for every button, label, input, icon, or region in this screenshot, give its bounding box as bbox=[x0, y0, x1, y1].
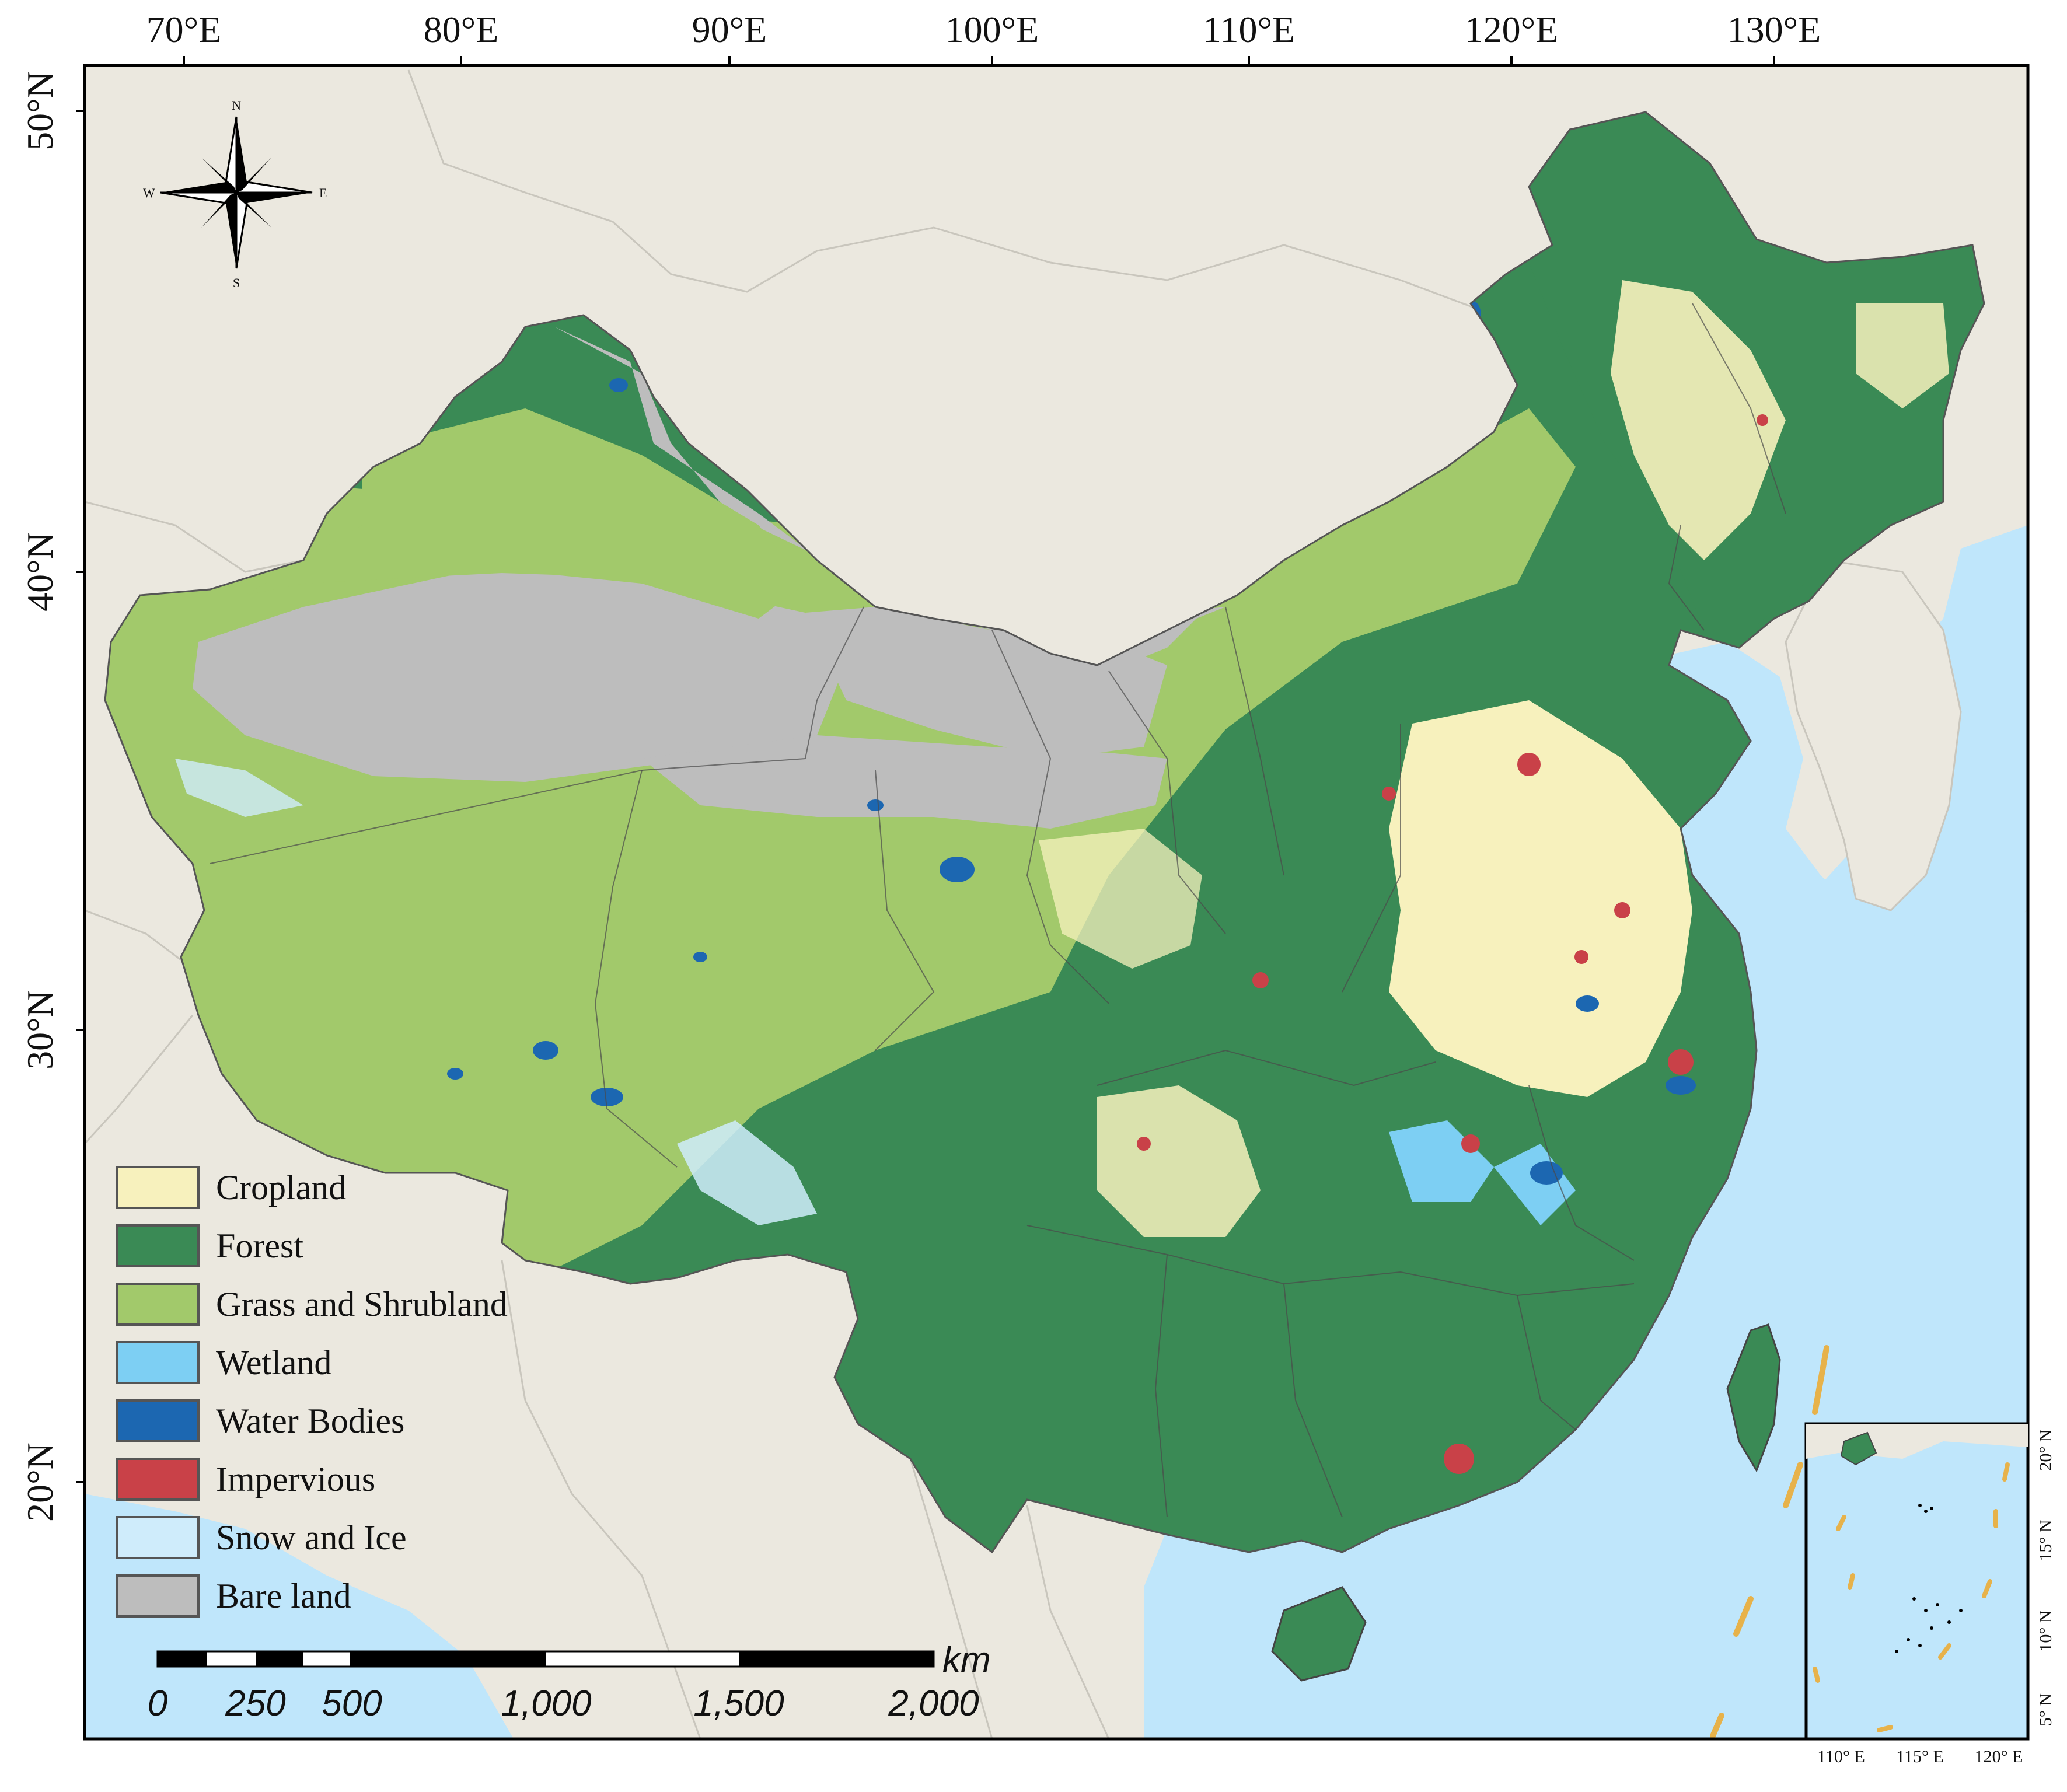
korea-peninsula bbox=[1785, 559, 1962, 911]
scale-tick: 1,000 bbox=[501, 1683, 591, 1724]
legend-swatch bbox=[116, 1224, 200, 1267]
legend-swatch bbox=[116, 1574, 200, 1618]
scale-tick: 0 bbox=[148, 1683, 167, 1724]
latitude-labels: 50°N 40°N 30°N 20°N bbox=[19, 71, 61, 1522]
scale-tick: 500 bbox=[322, 1683, 382, 1724]
lon-label: 120°E bbox=[1465, 9, 1559, 50]
legend-label: Wetland bbox=[216, 1343, 331, 1382]
legend: Cropland Forest Grass and Shrubland Wetland… bbox=[116, 1166, 508, 1618]
compass-w: W bbox=[143, 186, 155, 200]
legend-label: Grass and Shrubland bbox=[216, 1285, 508, 1323]
inset-lat-label: 20° N bbox=[2036, 1429, 2055, 1470]
province-borders bbox=[210, 303, 1786, 1518]
south-china-sea-inset: 110° E 115° E 120° E 20° N 15° N 10° N 5… bbox=[1804, 1422, 2055, 1766]
lon-label: 130°E bbox=[1727, 9, 1821, 50]
dash-line-segments bbox=[1710, 1345, 1829, 1739]
scale-tick: 250 bbox=[225, 1683, 285, 1724]
longitude-labels: 70°E 80°E 90°E 100°E 110°E 120°E 130°E bbox=[146, 9, 1821, 50]
lat-label: 30°N bbox=[19, 990, 61, 1070]
inset-lon-label: 110° E bbox=[1817, 1747, 1865, 1766]
legend-swatch bbox=[116, 1341, 200, 1384]
taiwan-island bbox=[1726, 1323, 1781, 1473]
legend-label: Snow and Ice bbox=[216, 1518, 407, 1557]
legend-label: Bare land bbox=[216, 1577, 351, 1615]
lat-ticks bbox=[76, 110, 85, 1483]
lon-label: 90°E bbox=[692, 9, 767, 50]
lon-ticks bbox=[183, 56, 1775, 65]
legend-label: Water Bodies bbox=[216, 1402, 404, 1440]
lat-label: 20°N bbox=[19, 1442, 61, 1522]
compass-e: E bbox=[319, 186, 327, 200]
inset-lon-label: 120° E bbox=[1975, 1747, 2023, 1766]
scale-bar: km 0 250 500 1,000 1,500 2,000 bbox=[148, 1640, 991, 1724]
legend-swatch bbox=[116, 1166, 200, 1209]
lon-label: 110°E bbox=[1203, 9, 1295, 50]
scale-tick: 2,000 bbox=[888, 1683, 979, 1724]
scale-tick: 1,500 bbox=[693, 1683, 784, 1724]
map-frame bbox=[83, 64, 2030, 1741]
lat-label: 40°N bbox=[19, 532, 61, 612]
neighbor-borders bbox=[85, 69, 1495, 1739]
scale-unit: km bbox=[942, 1640, 991, 1680]
inset-lat-label: 10° N bbox=[2036, 1610, 2055, 1651]
compass-rose: N S E W bbox=[143, 98, 327, 290]
lon-label: 80°E bbox=[424, 9, 499, 50]
legend-swatch bbox=[116, 1399, 200, 1442]
inset-lon-label: 115° E bbox=[1896, 1747, 1944, 1766]
lon-label: 70°E bbox=[146, 9, 222, 50]
inset-lat-label: 5° N bbox=[2036, 1693, 2055, 1726]
hainan-island bbox=[1271, 1586, 1367, 1682]
legend-swatch bbox=[116, 1283, 200, 1326]
legend-label: Impervious bbox=[216, 1460, 375, 1498]
inset-lat-label: 15° N bbox=[2036, 1519, 2055, 1561]
lat-label: 50°N bbox=[19, 71, 61, 151]
compass-s: S bbox=[233, 275, 240, 290]
lon-label: 100°E bbox=[945, 9, 1039, 50]
legend-label: Cropland bbox=[216, 1168, 346, 1207]
legend-swatch bbox=[116, 1458, 200, 1501]
compass-n: N bbox=[232, 98, 241, 113]
legend-swatch bbox=[116, 1516, 200, 1559]
legend-label: Forest bbox=[216, 1227, 303, 1265]
